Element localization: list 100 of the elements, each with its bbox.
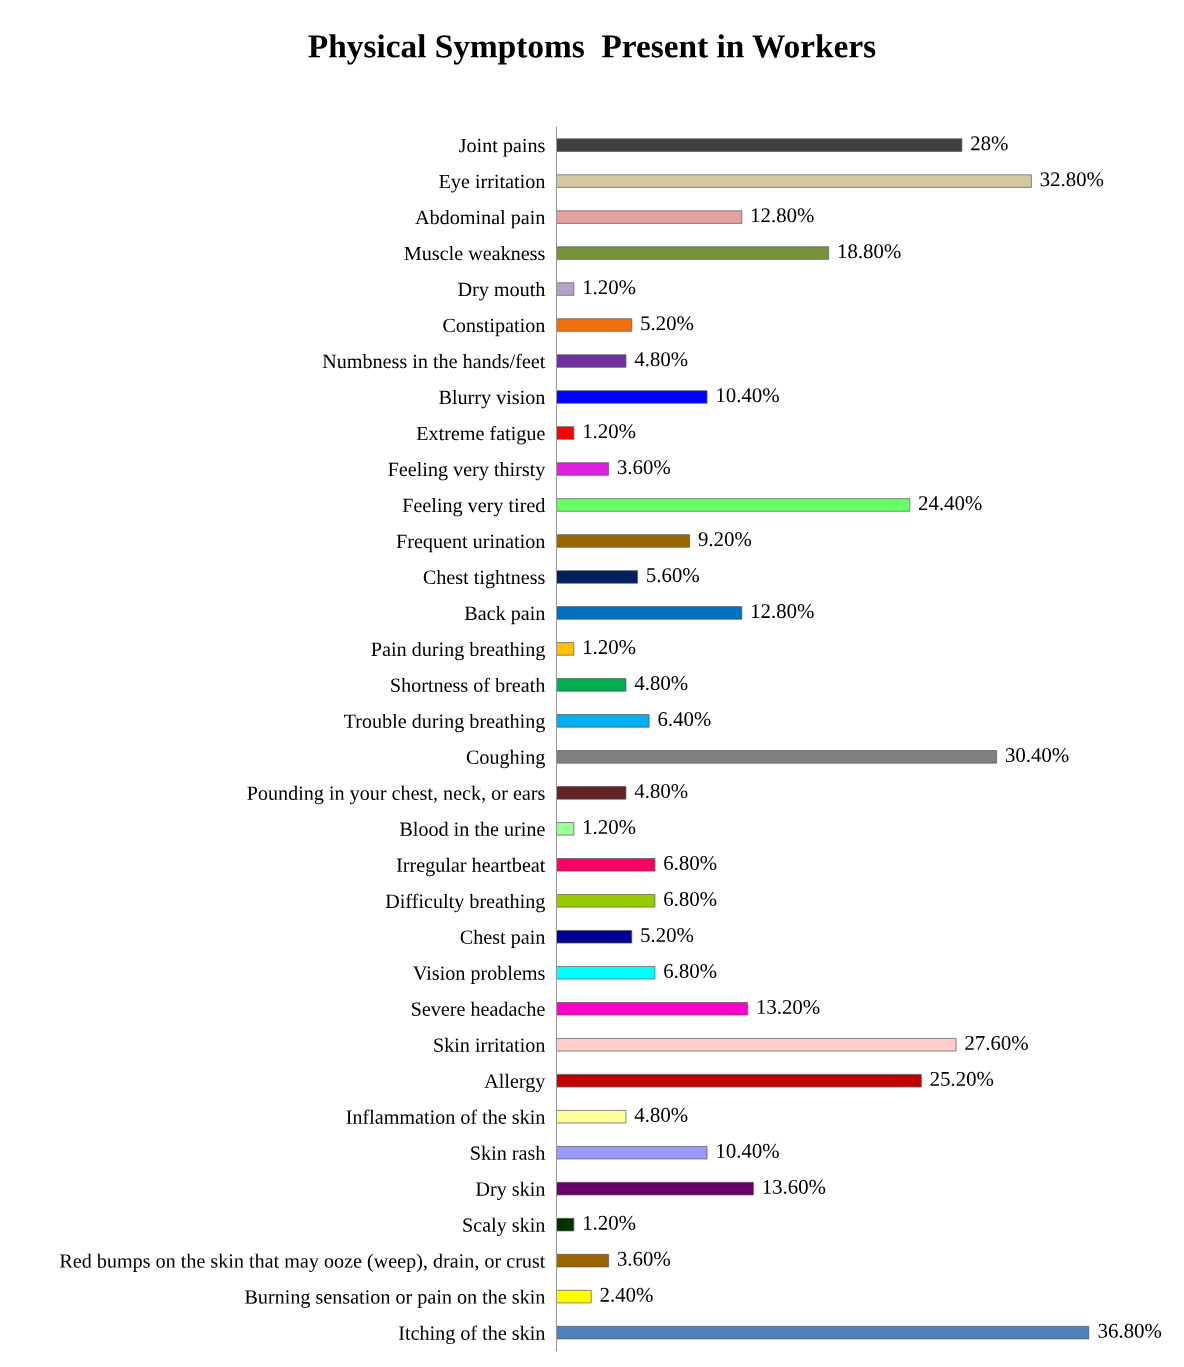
- bar: [556, 1182, 754, 1196]
- bar: [556, 282, 575, 296]
- data-label: 27.60%: [965, 1035, 1028, 1051]
- data-label: 6.80%: [664, 855, 717, 871]
- bar: [556, 1146, 708, 1160]
- bar: [556, 390, 708, 404]
- data-label: 30.40%: [1005, 748, 1069, 763]
- bar: [556, 786, 627, 800]
- bar: [556, 1110, 627, 1124]
- data-label: 6.80%: [664, 963, 717, 979]
- y-tick-label: Feeling very tired: [402, 497, 546, 517]
- bar: [556, 750, 997, 764]
- bar: [556, 174, 1032, 188]
- y-tick-label: Coughing: [466, 749, 545, 769]
- data-label: 4.80%: [634, 676, 688, 691]
- data-label: 4.80%: [634, 1107, 688, 1122]
- y-tick-label: Frequent urination: [396, 534, 546, 553]
- bar: [556, 1002, 748, 1016]
- data-label: 6.40%: [658, 712, 711, 727]
- data-label: 1.20%: [584, 1215, 636, 1230]
- data-label: 9.20%: [698, 532, 752, 547]
- bar: [556, 354, 627, 368]
- y-tick-label: Irregular heartbeat: [396, 857, 546, 877]
- data-label: 1.20%: [584, 280, 636, 295]
- bar: [556, 606, 743, 620]
- y-tick-label: Blood in the urine: [399, 821, 545, 837]
- bar: [556, 426, 575, 440]
- bar: [556, 1074, 922, 1088]
- data-label: 36.80%: [1098, 1323, 1162, 1338]
- y-tick-label: Eye irritation: [439, 174, 546, 193]
- data-label: 24.40%: [919, 496, 982, 511]
- data-label: 3.60%: [617, 1251, 671, 1266]
- y-tick-label: Red bumps on the skin that may ooze (weep), drain, or crust: [59, 1253, 546, 1272]
- data-label: 25.20%: [930, 1071, 994, 1087]
- data-label: 13.60%: [763, 1179, 826, 1194]
- data-label: 3.60%: [617, 460, 671, 475]
- bar: [556, 894, 656, 908]
- bar: [556, 318, 633, 332]
- data-label: 12.80%: [751, 208, 814, 223]
- y-tick-label: Skin irritation: [434, 1037, 546, 1052]
- y-tick-label: Constipation: [443, 318, 546, 337]
- y-tick-label: Burning sensation or pain on the skin: [245, 1289, 546, 1308]
- data-label: 2.40%: [600, 1287, 653, 1302]
- bar: [556, 966, 656, 980]
- data-label: 1.20%: [584, 819, 636, 835]
- bar: [556, 1218, 575, 1232]
- bar: [556, 714, 650, 728]
- y-tick-label: Inflammation of the skin: [346, 1109, 546, 1124]
- y-tick-label: Pain during breathing: [371, 641, 545, 661]
- bar: [556, 678, 627, 692]
- bar: [556, 930, 633, 944]
- y-tick-label: Chest pain: [460, 929, 546, 949]
- y-tick-label: Scaly skin: [463, 1217, 546, 1236]
- data-label: 10.40%: [717, 1143, 779, 1158]
- y-tick-label: Abdominal pain: [415, 210, 546, 229]
- bar: [556, 462, 609, 476]
- y-tick-label: Dry mouth: [458, 282, 546, 301]
- y-tick-label: Itching of the skin: [399, 1325, 546, 1345]
- y-tick-label: Trouble during breathing: [343, 713, 545, 733]
- y-tick-label: Chest tightness: [423, 569, 545, 589]
- bar: [556, 1289, 592, 1304]
- data-label: 5.20%: [641, 316, 694, 331]
- y-tick-label: Skin rash: [471, 1145, 546, 1160]
- bar: [556, 570, 638, 584]
- y-tick-label: Muscle weakness: [404, 246, 545, 261]
- y-tick-label: Severe headache: [411, 1001, 545, 1016]
- y-tick-label: Difficulty breathing: [385, 893, 545, 913]
- bar: [556, 822, 575, 836]
- chart-title: Physical Symptoms Present in Workers: [308, 34, 876, 65]
- data-label: 10.40%: [717, 388, 779, 403]
- y-tick-label: Vision problems: [413, 965, 545, 985]
- bar: [556, 498, 911, 512]
- y-tick-label: Joint pains: [459, 138, 545, 157]
- data-label: 18.80%: [838, 244, 901, 259]
- bar: [556, 246, 830, 260]
- y-tick-label: Back pain: [464, 605, 546, 625]
- bar: [556, 642, 575, 656]
- bar: [556, 1253, 609, 1268]
- data-label: 5.60%: [647, 568, 699, 583]
- bar: [556, 138, 963, 152]
- y-tick-label: Pounding in your chest, neck, or ears: [247, 785, 545, 805]
- y-tick-label: Extreme fatigue: [416, 425, 545, 445]
- data-label: 1.20%: [584, 424, 636, 439]
- data-label: 13.20%: [757, 999, 820, 1015]
- data-label: 5.20%: [641, 927, 694, 943]
- data-label: 4.80%: [634, 784, 688, 799]
- data-label: 6.80%: [664, 891, 717, 907]
- y-tick-label: Allergy: [484, 1073, 546, 1093]
- data-label: 12.80%: [751, 604, 814, 619]
- bar: [556, 1038, 957, 1052]
- bar: [556, 858, 656, 872]
- data-label: 4.80%: [634, 352, 688, 367]
- y-tick-label: Dry skin: [476, 1181, 546, 1200]
- y-tick-label: Blurry vision: [439, 390, 546, 409]
- bar: [556, 210, 743, 224]
- data-label: 1.20%: [584, 640, 636, 655]
- y-tick-label: Feeling very thirsty: [388, 461, 546, 481]
- y-tick-label: Numbness in the hands/feet: [322, 353, 546, 369]
- bar: [556, 1325, 1090, 1340]
- bar: [556, 534, 691, 548]
